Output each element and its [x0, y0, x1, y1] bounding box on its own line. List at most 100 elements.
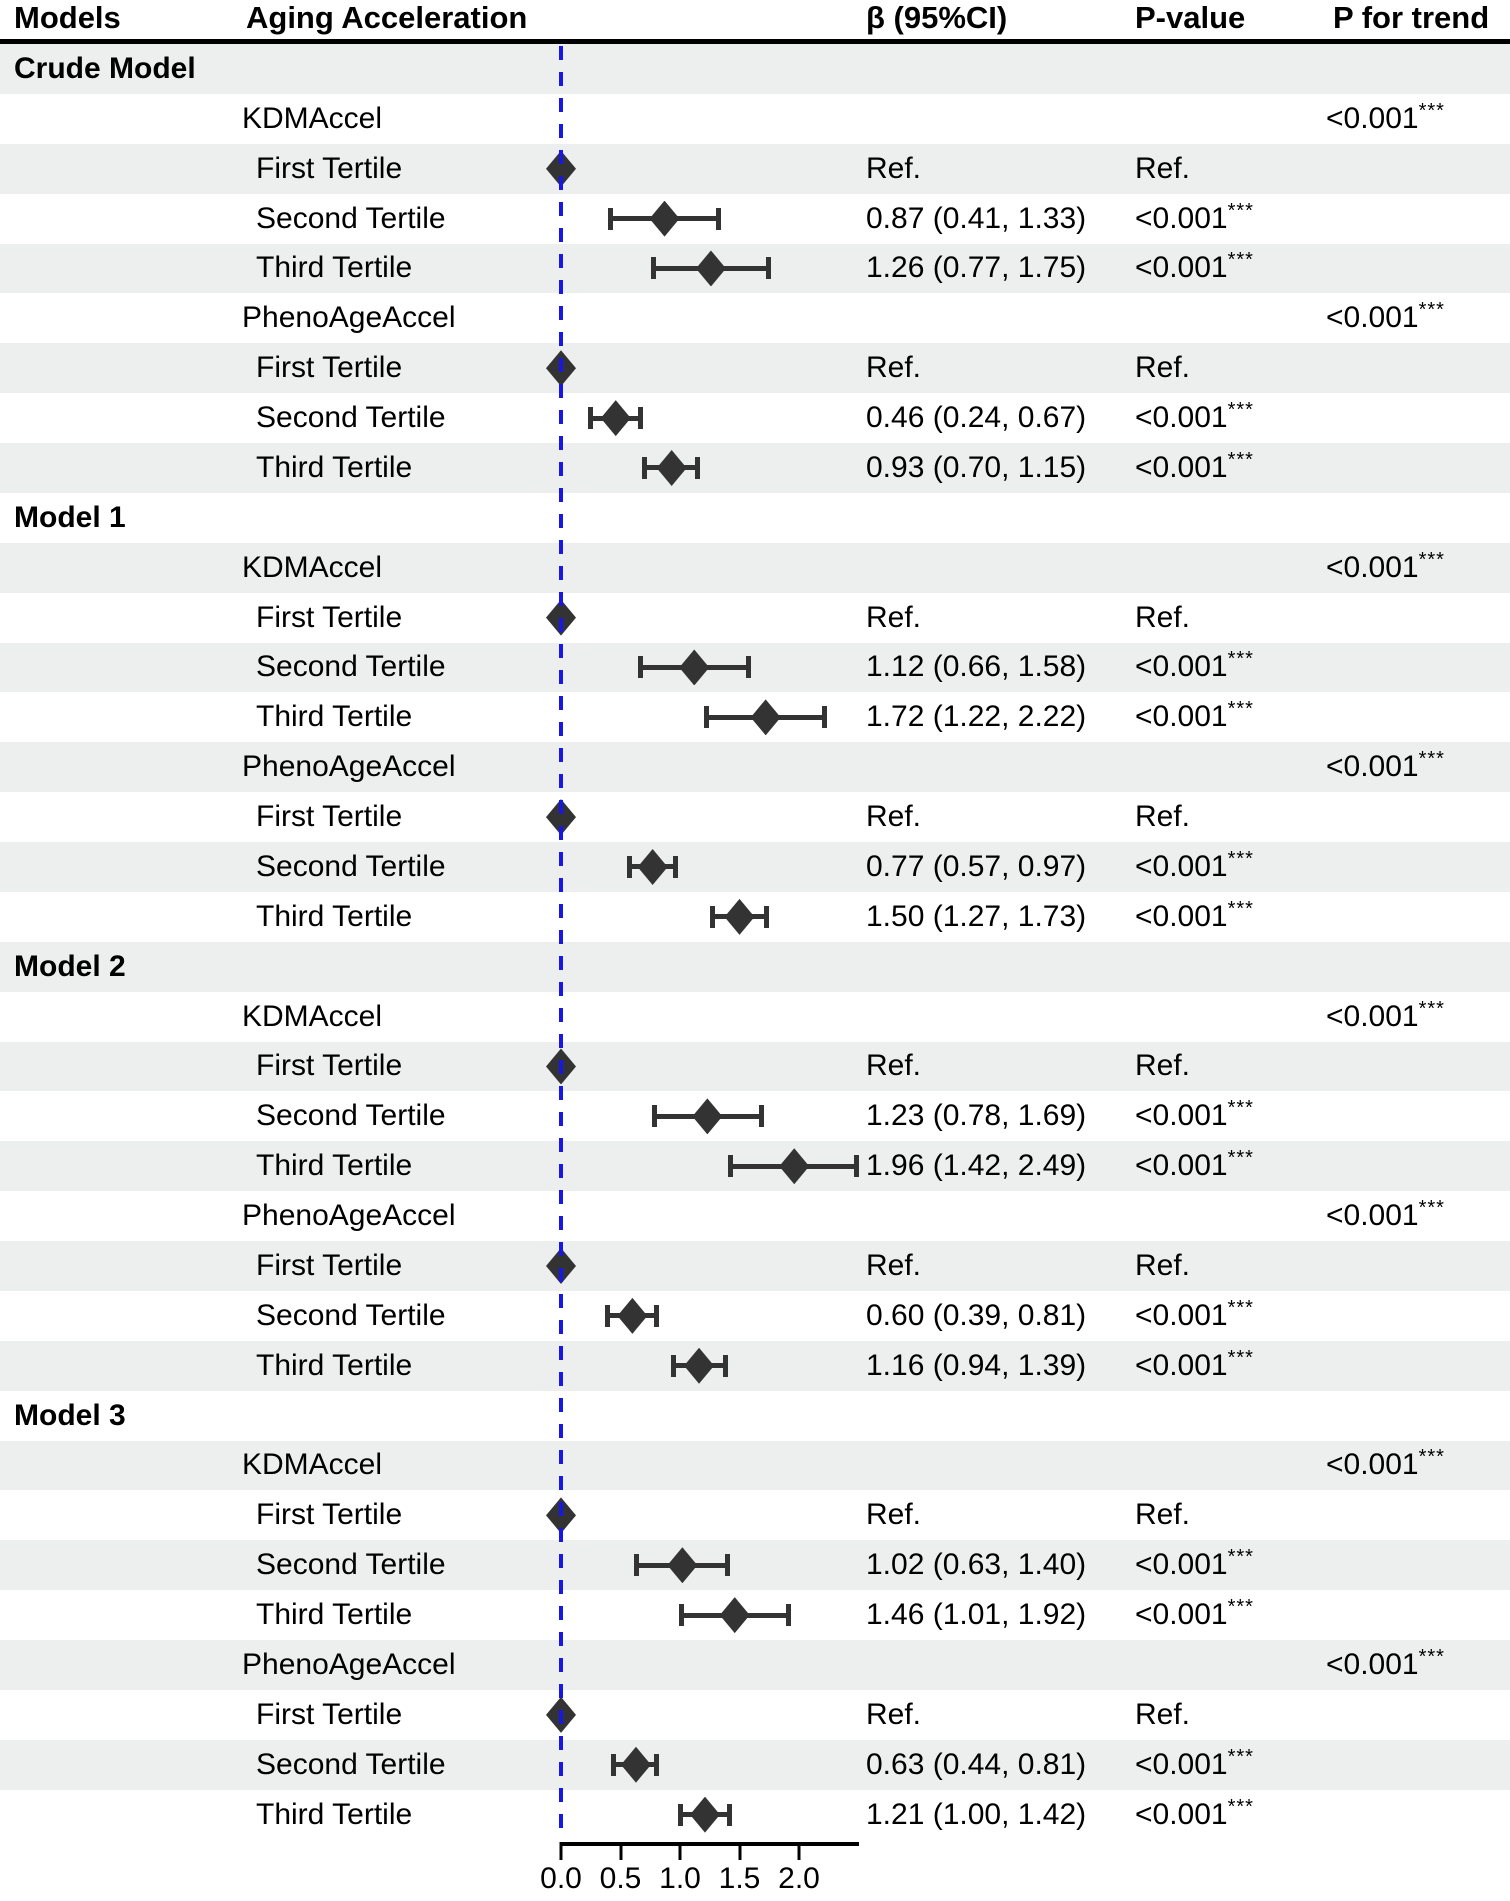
ci-cap-right [637, 407, 643, 430]
beta-ci-value: 0.63 (0.44, 0.81) [866, 1747, 1087, 1781]
p-value: <0.001*** [1135, 1147, 1254, 1183]
ci-cap-left [678, 1803, 683, 1826]
header-models: Models [14, 0, 121, 35]
ci-cap-left [626, 855, 632, 878]
tertile-row: Third Tertile 1.26 (0.77, 1.75) <0.001*** [0, 243, 1510, 294]
tertile-row: Second Tertile 0.87 (0.41, 1.33) <0.001*** [0, 194, 1510, 244]
model-label: Model 1 [14, 500, 126, 534]
ci-cap-right [694, 456, 700, 479]
p-for-trend-value: <0.001*** [1326, 548, 1445, 584]
p-value: <0.001*** [1135, 847, 1254, 883]
measure-label: KDMAccel [242, 1448, 383, 1482]
p-value: Ref. [1135, 1248, 1191, 1282]
ci-cap-left [607, 207, 613, 230]
p-value: Ref. [1135, 1498, 1191, 1532]
significance-stars: *** [1227, 698, 1254, 721]
beta-ci-value: 1.21 (1.00, 1.42) [866, 1797, 1087, 1831]
p-value: <0.001*** [1135, 199, 1254, 235]
ci-cap-left [611, 1753, 617, 1776]
tertile-label: Third Tertile [256, 899, 413, 933]
beta-ci-value: 1.23 (0.78, 1.69) [866, 1099, 1087, 1133]
ci-cap-left [670, 1354, 676, 1377]
tertile-label: First Tertile [256, 351, 403, 385]
p-value: <0.001*** [1135, 897, 1254, 933]
tertile-label: First Tertile [256, 1697, 403, 1731]
significance-stars: *** [1418, 299, 1445, 322]
measure-label: PhenoAgeAccel [242, 301, 456, 335]
p-value: Ref. [1135, 1697, 1191, 1731]
tertile-label: First Tertile [256, 1248, 403, 1282]
p-for-trend-value: <0.001*** [1326, 99, 1445, 135]
measure-label: PhenoAgeAccel [242, 1199, 456, 1233]
ci-cap-left [651, 1105, 657, 1128]
x-axis-tick [797, 1842, 801, 1860]
tertile-label: Third Tertile [256, 700, 413, 734]
p-value: <0.001*** [1135, 249, 1254, 285]
tertile-row: Third Tertile 1.16 (0.94, 1.39) <0.001*** [0, 1340, 1510, 1391]
p-value: <0.001*** [1135, 448, 1254, 484]
tertile-label: First Tertile [256, 151, 403, 185]
ci-cap-left [637, 656, 643, 679]
tertile-label: First Tertile [256, 800, 403, 834]
ci-cap-right [654, 1304, 660, 1327]
ci-cap-right [763, 905, 769, 928]
measure-label: PhenoAgeAccel [242, 750, 456, 784]
measure-row: PhenoAgeAccel <0.001*** [0, 293, 1510, 343]
significance-stars: *** [1227, 399, 1254, 422]
measure-row: KDMAccel <0.001*** [0, 1440, 1510, 1491]
significance-stars: *** [1227, 1795, 1254, 1818]
p-value: <0.001*** [1135, 1795, 1254, 1831]
measure-row: PhenoAgeAccel <0.001*** [0, 742, 1510, 793]
ci-cap-left [679, 1604, 685, 1627]
ci-cap-left [642, 456, 648, 479]
x-axis-tick-label: 1.5 [718, 1862, 761, 1895]
tertile-label: Third Tertile [256, 1149, 413, 1183]
model-label: Crude Model [14, 51, 196, 85]
beta-ci-value: 0.77 (0.57, 0.97) [866, 849, 1087, 883]
tertile-label: Third Tertile [256, 1598, 413, 1632]
x-axis-tick-label: 0.0 [540, 1862, 582, 1895]
beta-ci-value: Ref. [866, 600, 922, 634]
ci-cap-right [759, 1105, 765, 1128]
measure-row: PhenoAgeAccel <0.001*** [0, 1191, 1510, 1241]
ci-cap-left [633, 1554, 639, 1577]
ci-cap-right [716, 207, 722, 230]
x-axis-tick-label: 2.0 [778, 1862, 820, 1895]
tertile-label: Second Tertile [256, 650, 446, 684]
significance-stars: *** [1418, 1645, 1445, 1668]
beta-ci-value: Ref. [866, 1697, 922, 1731]
model-label: Model 3 [14, 1398, 126, 1432]
p-for-trend-value: <0.001*** [1326, 748, 1445, 784]
measure-row: KDMAccel <0.001*** [0, 992, 1510, 1042]
tertile-label: First Tertile [256, 1049, 403, 1083]
significance-stars: *** [1418, 99, 1445, 122]
tertile-row: Second Tertile 0.77 (0.57, 0.97) <0.001*** [0, 842, 1510, 892]
p-value: <0.001*** [1135, 1296, 1254, 1332]
significance-stars: *** [1227, 1346, 1254, 1369]
rows-container: Crude Model KDMAccel <0.001*** First Tertil… [0, 44, 1510, 1840]
significance-stars: *** [1227, 847, 1254, 870]
tertile-label: Second Tertile [256, 1099, 446, 1133]
tertile-row: Second Tertile 0.63 (0.44, 0.81) <0.001*** [0, 1739, 1510, 1790]
p-value: <0.001*** [1135, 648, 1254, 684]
model-label: Model 2 [14, 949, 126, 983]
significance-stars: *** [1418, 548, 1445, 571]
p-value: <0.001*** [1135, 1596, 1254, 1632]
ci-cap-right [673, 855, 679, 878]
tertile-label: First Tertile [256, 600, 403, 634]
significance-stars: *** [1227, 1745, 1254, 1768]
tertile-label: Second Tertile [256, 1548, 446, 1582]
x-axis-tick [619, 1842, 622, 1860]
tertile-row: Third Tertile 1.96 (1.42, 2.49) <0.001*** [0, 1141, 1510, 1192]
zero-reference-line [559, 46, 563, 1839]
tertile-row: Third Tertile 1.72 (1.22, 2.22) <0.001*** [0, 692, 1510, 742]
p-for-trend-value: <0.001*** [1326, 1197, 1445, 1233]
significance-stars: *** [1418, 1197, 1445, 1220]
ci-cap-right [724, 1554, 730, 1577]
significance-stars: *** [1418, 997, 1445, 1020]
beta-ci-value: Ref. [866, 1248, 922, 1282]
ci-cap-right [726, 1803, 732, 1826]
ci-cap-right [786, 1604, 792, 1627]
p-value: <0.001*** [1135, 1346, 1254, 1382]
tertile-row: Third Tertile 1.50 (1.27, 1.73) <0.001*** [0, 892, 1510, 942]
